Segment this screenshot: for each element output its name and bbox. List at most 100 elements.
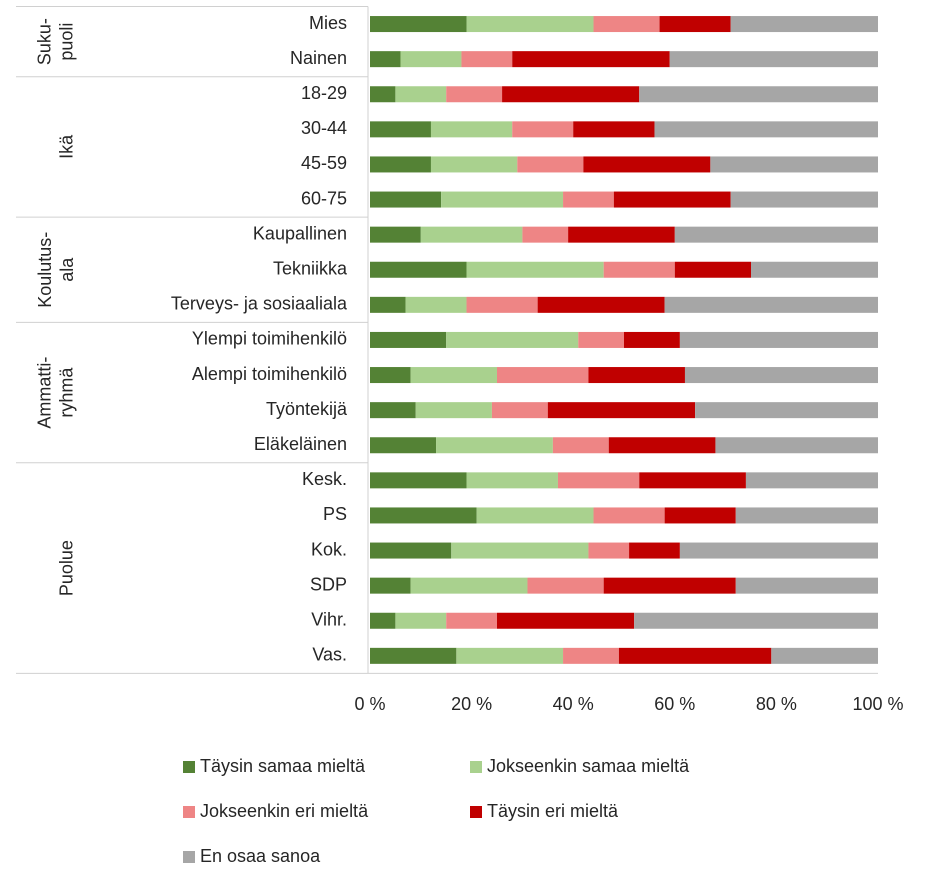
x-tick-label: 20 % [451, 694, 492, 714]
category-label: Tekniikka [273, 259, 348, 279]
bar-segment [476, 507, 594, 524]
bar-segment [730, 191, 878, 208]
category-label: Terveys- ja sosiaaliala [171, 294, 348, 314]
bar-segment [446, 86, 503, 103]
legend-label: Täysin eri mieltä [487, 801, 619, 821]
category-label: Työntekijä [266, 399, 348, 419]
bar-segment [502, 86, 640, 103]
category-label: 30-44 [301, 118, 347, 138]
group-label: Suku- [35, 18, 55, 65]
bar-segment [410, 367, 497, 384]
bar-segment [466, 296, 538, 313]
bar-segment [430, 121, 513, 138]
category-label: 60-75 [301, 188, 347, 208]
bar-segment [684, 367, 878, 384]
bar-segment [441, 191, 564, 208]
bar-segment [588, 542, 630, 559]
bar-segment [370, 577, 411, 594]
bar-segment [400, 51, 462, 68]
legend-swatch [470, 806, 482, 818]
bar-segment [659, 16, 731, 33]
bar-segment [466, 261, 604, 278]
category-label: Mies [309, 13, 347, 33]
category-label: Vas. [312, 645, 347, 665]
bar-segment [446, 612, 497, 629]
bar-segment [588, 367, 685, 384]
bar-segment [563, 191, 614, 208]
bar-segment [446, 331, 579, 348]
bar-segment [695, 402, 878, 419]
bar-segment [603, 577, 736, 594]
bar-segment [674, 226, 878, 243]
bar-segment [370, 507, 477, 524]
bar-segment [370, 16, 467, 33]
legend-label: Jokseenkin eri mieltä [200, 801, 369, 821]
legend-label: Jokseenkin samaa mieltä [487, 756, 690, 776]
bar-segment [512, 51, 670, 68]
bar-segment [430, 156, 518, 173]
bar-segment [451, 542, 589, 559]
bar-segment [593, 507, 665, 524]
bar-segment [436, 437, 553, 454]
group-label: Koulutus- [35, 232, 55, 308]
category-label: 18-29 [301, 83, 347, 103]
x-tick-label: 100 % [852, 694, 903, 714]
bar-segment [522, 226, 569, 243]
legend-label: En osaa sanoa [200, 846, 321, 866]
bar-segment [552, 437, 609, 454]
category-label: Nainen [290, 48, 347, 68]
group-label: Ikä [57, 134, 77, 159]
bar-segment [370, 191, 442, 208]
bar-segment [456, 647, 564, 664]
bar-segment [370, 472, 467, 489]
bar-segment [771, 647, 878, 664]
legend-swatch [470, 761, 482, 773]
bar-segment [370, 612, 396, 629]
bar-segment [497, 367, 589, 384]
bar-segment [603, 261, 675, 278]
bar-segment [370, 226, 421, 243]
x-tick-label: 40 % [553, 694, 594, 714]
group-label: Puolue [57, 540, 77, 596]
bar-segment [491, 402, 548, 419]
x-tick-label: 60 % [654, 694, 695, 714]
bar-segment [573, 121, 655, 138]
bar-segment [370, 437, 437, 454]
bar-segment [370, 156, 431, 173]
legend-swatch [183, 761, 195, 773]
bar-segment [547, 402, 696, 419]
category-label: SDP [310, 574, 347, 594]
bar-segment [634, 612, 878, 629]
bar-segment [624, 331, 680, 348]
bar-segment [679, 331, 878, 348]
bar-segment [466, 472, 558, 489]
bar-segment [563, 647, 619, 664]
category-label: Eläkeläinen [254, 434, 347, 454]
bar-segment [578, 331, 624, 348]
category-label: Ylempi toimihenkilö [192, 329, 347, 349]
category-label: Alempi toimihenkilö [192, 364, 347, 384]
legend-swatch [183, 851, 195, 863]
legend-label: Täysin samaa mieltä [200, 756, 366, 776]
bar-segment [613, 191, 731, 208]
bar-segment [517, 156, 584, 173]
bar-segment [370, 367, 411, 384]
bar-segment [370, 296, 406, 313]
bar-segment [679, 542, 878, 559]
group-label: Ammatti- [35, 357, 55, 429]
bar-segment [568, 226, 675, 243]
category-label: Vihr. [311, 610, 347, 630]
bar-segment [557, 472, 640, 489]
bar-segment [654, 121, 878, 138]
x-tick-label: 0 % [354, 694, 385, 714]
bar-segment [461, 51, 513, 68]
bar-segment [618, 647, 772, 664]
bar-segment [512, 121, 574, 138]
group-label: ryhmä [57, 367, 77, 418]
bar-segment [730, 16, 878, 33]
bar-segment [674, 261, 751, 278]
bar-segment [527, 577, 604, 594]
bar-segment [420, 226, 523, 243]
bar-segment [395, 612, 447, 629]
